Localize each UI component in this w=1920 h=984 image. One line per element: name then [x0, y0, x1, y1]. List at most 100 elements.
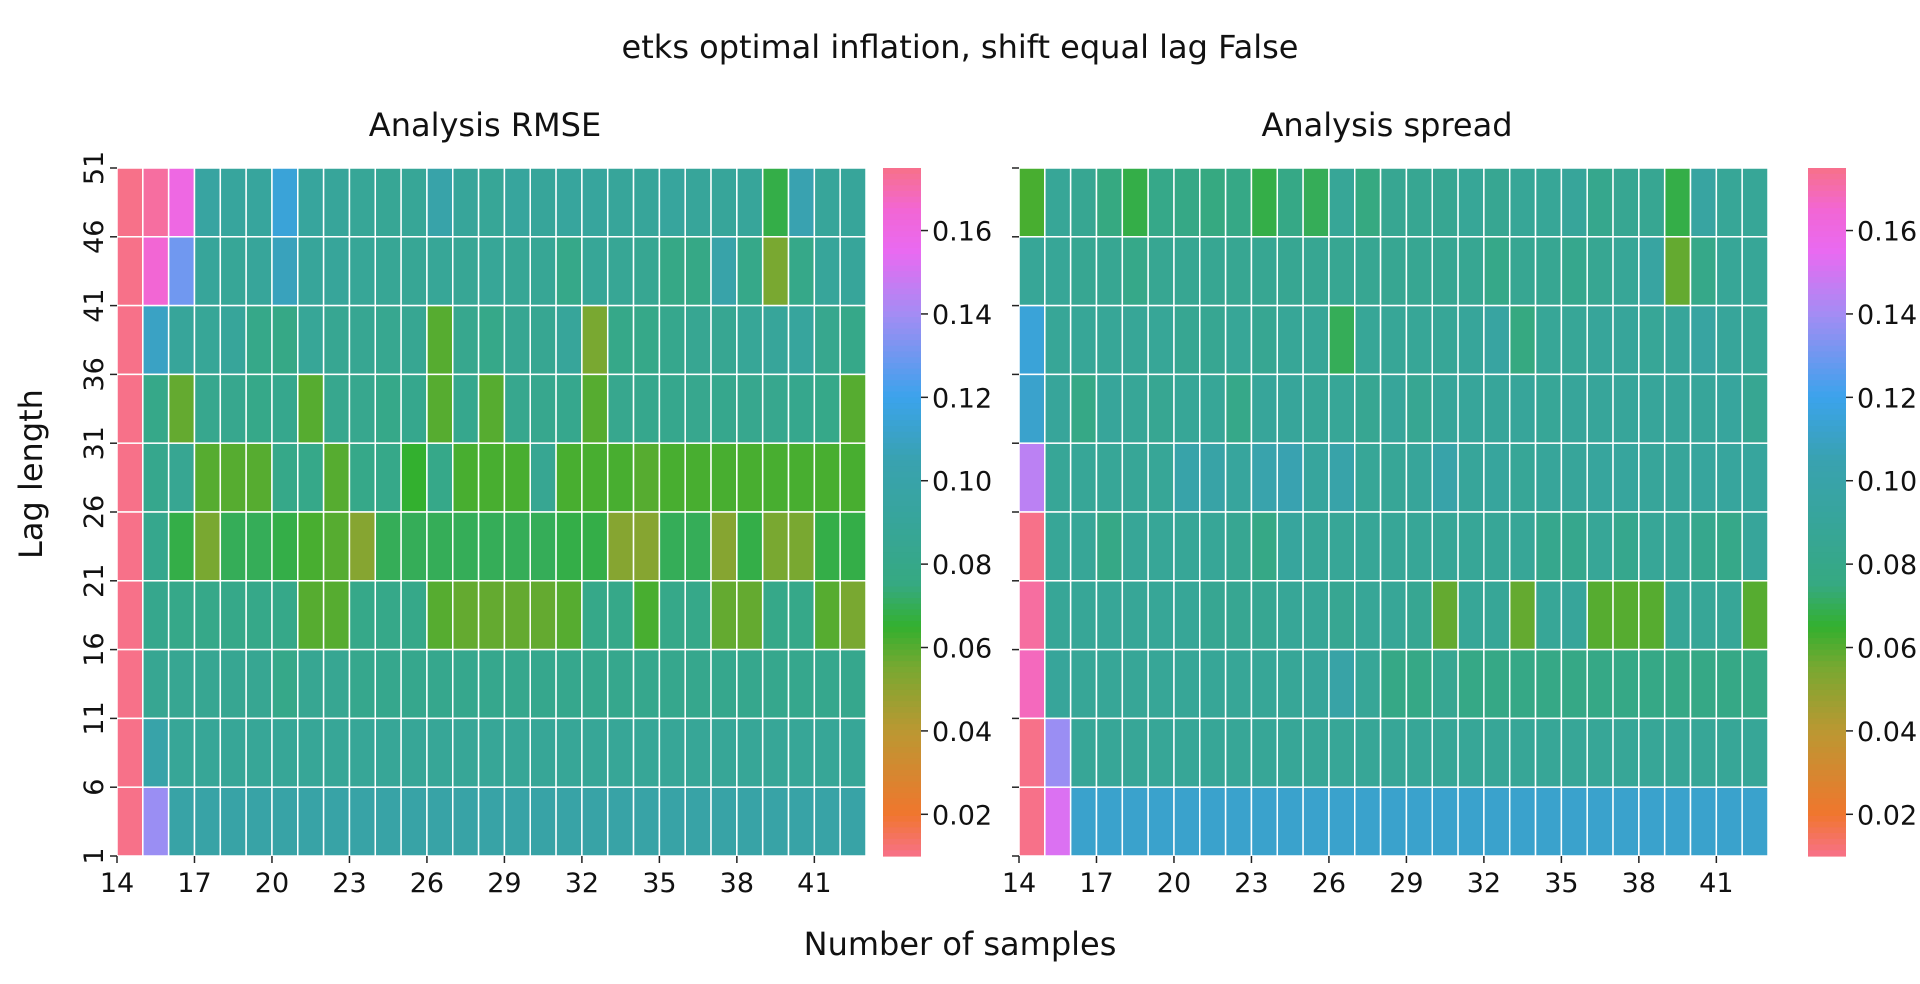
colorbar-rmse: 0.02 0.04 0.06 0.08 0.10 0.12 0.14 0.16	[883, 168, 992, 857]
x-tick-label: 41	[797, 868, 831, 899]
heatmap-cell	[1224, 304, 1253, 376]
heatmap-cell	[1741, 648, 1769, 720]
heatmap-cell	[271, 442, 299, 513]
heatmap-cell	[632, 236, 661, 307]
heatmap-cell	[322, 236, 351, 307]
x-tick-label: 14	[1002, 868, 1036, 899]
y-tick-label: 6	[79, 779, 110, 796]
colorbar-tick-label: 0.10	[1857, 467, 1917, 498]
x-tick-label: 26	[410, 868, 444, 899]
heatmap-cell	[452, 648, 480, 720]
heatmap-cell	[167, 511, 196, 582]
heatmap-cell	[1328, 167, 1356, 238]
heatmap-cell	[658, 580, 686, 651]
heatmap-cell	[1147, 717, 1175, 788]
colorbar-segment	[1808, 609, 1846, 616]
x-tick-label: 17	[177, 868, 211, 899]
colorbar-segment	[1808, 552, 1846, 559]
heatmap-cell	[1560, 373, 1588, 444]
heatmap-cell	[193, 648, 222, 720]
colorbar-segment	[1808, 557, 1846, 565]
heatmap-cell	[193, 511, 222, 582]
heatmap-cell	[1715, 167, 1743, 238]
heatmap-cell	[1431, 442, 1459, 513]
heatmap-cell	[1483, 786, 1511, 857]
heatmap-cell	[1354, 511, 1382, 582]
heatmap-cell	[1379, 648, 1408, 720]
x-tick-label: 38	[1622, 868, 1656, 899]
heatmap-cell	[426, 511, 454, 582]
colorbar-tick-label: 0.16	[1857, 217, 1917, 248]
heatmap-cell	[1121, 167, 1149, 238]
colorbar-segment	[883, 643, 921, 651]
heatmap-cell	[1224, 717, 1253, 788]
y-tick-label: 41	[79, 288, 110, 322]
panel-rmse: Analysis RMSE 14 17 20 23 26 29 32 35 38 41 51 46 4…	[79, 106, 992, 899]
heatmap-cell	[297, 167, 325, 238]
heatmap-cell	[219, 442, 247, 513]
heatmap-cell	[1276, 786, 1304, 857]
heatmap-cell	[167, 304, 196, 376]
colorbar-segment	[883, 426, 921, 433]
colorbar-segment	[1808, 477, 1846, 484]
heatmap-cell	[1044, 373, 1072, 444]
heatmap-cell	[322, 648, 351, 720]
heatmap-cell	[787, 511, 816, 582]
colorbar-segment	[1808, 821, 1846, 828]
heatmap-cell	[452, 717, 480, 788]
colorbar-segment	[883, 265, 921, 272]
heatmap-cell	[1457, 373, 1485, 444]
heatmap-cell	[555, 648, 583, 720]
heatmap-cell	[1508, 167, 1537, 238]
heatmap-cell	[1250, 167, 1279, 238]
heatmap-cell	[1250, 648, 1279, 720]
colorbar-segment	[1808, 190, 1846, 198]
heatmap-cell	[1405, 373, 1433, 444]
colorbar-segment	[1808, 603, 1846, 611]
heatmap-cell	[813, 304, 841, 376]
heatmap-cell	[503, 580, 531, 651]
y-tick-label: 31	[79, 426, 110, 460]
heatmap-cell	[1199, 511, 1227, 582]
colorbar-tick-label: 0.14	[1857, 300, 1917, 331]
heatmap-cell	[684, 373, 712, 444]
heatmap-cell	[1302, 511, 1330, 582]
heatmap-cell	[710, 167, 738, 238]
colorbar-segment	[883, 179, 921, 186]
colorbar-segment	[1808, 838, 1846, 846]
colorbar-segment	[883, 408, 921, 416]
heatmap-cell	[245, 167, 273, 238]
heatmap-cell	[1250, 304, 1279, 376]
colorbar-segment	[883, 850, 921, 857]
colorbar-segment	[1808, 460, 1846, 467]
colorbar-segment	[1808, 248, 1846, 255]
heatmap-cell	[632, 511, 661, 582]
heatmap-cell	[1741, 511, 1769, 582]
heatmap-cell	[1534, 511, 1563, 582]
heatmap-cell	[1612, 304, 1640, 376]
heatmap-cell	[710, 648, 738, 720]
heatmap-cell	[1741, 786, 1769, 857]
heatmap-cell	[452, 580, 480, 651]
colorbar-segment	[1808, 752, 1846, 760]
heatmap-cell	[1121, 236, 1149, 307]
heatmap-cell	[684, 167, 712, 238]
heatmap-cell	[813, 373, 841, 444]
heatmap-cell	[1483, 511, 1511, 582]
heatmap-cell	[1044, 167, 1072, 238]
heatmap-cell	[813, 580, 841, 651]
heatmap-cell	[1328, 580, 1356, 651]
heatmap-cell	[1121, 717, 1149, 788]
heatmap-cell	[503, 648, 531, 720]
heatmap-cell	[1354, 442, 1382, 513]
colorbar-segment	[883, 815, 921, 823]
colorbar-segment	[1808, 242, 1846, 249]
heatmap-cell	[245, 373, 273, 444]
y-tick-label: 16	[79, 632, 110, 666]
heatmap-cell	[374, 442, 402, 513]
x-axis-label: Number of samples	[804, 925, 1117, 963]
heatmap-cell	[1224, 373, 1253, 444]
heatmap-cell	[348, 373, 377, 444]
heatmap-cell	[245, 304, 273, 376]
colorbar-segment	[1808, 787, 1846, 794]
